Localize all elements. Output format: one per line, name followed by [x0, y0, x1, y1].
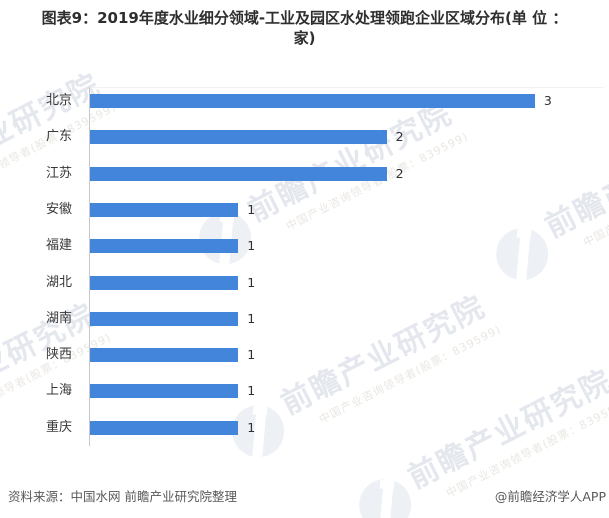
bar: [90, 94, 535, 108]
bar: [90, 275, 239, 290]
bar: [90, 130, 387, 145]
category-label: 广东: [45, 129, 72, 145]
bar: [90, 239, 239, 254]
bar: [90, 311, 239, 326]
category-label: 福建: [45, 238, 72, 254]
bar: [90, 348, 239, 363]
bar: [90, 202, 239, 217]
plot-top-border: [89, 87, 604, 88]
category-label: 上海: [45, 383, 72, 399]
value-label: 2: [395, 165, 404, 181]
category-label: 重庆: [45, 419, 72, 435]
value-label: 1: [247, 310, 256, 326]
credit-note: @前瞻经济学人APP: [494, 489, 606, 504]
value-label: 1: [247, 347, 256, 363]
value-label: 3: [543, 93, 552, 108]
bar: [90, 384, 239, 399]
value-label: 1: [247, 238, 256, 254]
category-label: 北京: [45, 93, 72, 108]
bar: [90, 166, 387, 181]
chart-title-line1: 图表9：2019年度水业细分领域-工业及园区水处理领跑企业区域分布(单 位 ：: [41, 9, 568, 27]
category-label: 安徽: [45, 201, 72, 217]
value-label: 1: [247, 383, 256, 399]
value-label: 1: [247, 274, 256, 290]
chart-title-line2: 家): [293, 29, 316, 47]
value-label: 1: [247, 419, 256, 435]
category-label: 湖北: [45, 274, 72, 290]
bar: [90, 420, 239, 435]
value-label: 1: [247, 201, 256, 217]
category-label: 江苏: [45, 165, 72, 181]
y-axis-line: [89, 87, 90, 446]
category-label: 湖南: [45, 310, 72, 326]
source-note: 资料来源：中国水网 前瞻产业研究院整理: [8, 489, 237, 504]
value-label: 2: [395, 129, 404, 145]
chart-title: 图表9：2019年度水业细分领域-工业及园区水处理领跑企业区域分布(单 位 ： …: [0, 8, 609, 48]
category-label: 陕西: [45, 347, 72, 363]
